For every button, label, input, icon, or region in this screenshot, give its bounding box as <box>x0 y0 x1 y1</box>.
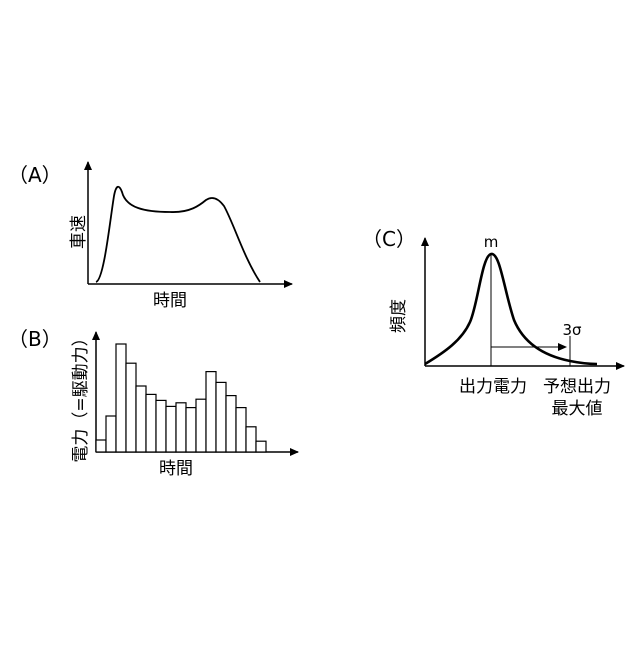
power-bar <box>165 405 177 453</box>
power-bar <box>245 426 257 453</box>
power-bar <box>235 407 247 453</box>
panel-a: （A） 車速 時間 <box>8 161 293 311</box>
panel-c: （C） 頻度 m 3σ 出力電力 予想出力 最大値 <box>362 227 625 419</box>
power-bar <box>195 398 207 453</box>
power-bar <box>125 362 137 453</box>
power-bar <box>175 402 187 453</box>
power-bar <box>135 385 147 453</box>
panel-b-xlabel: 時間 <box>159 459 193 479</box>
power-bar <box>185 407 197 453</box>
panel-b-label: （B） <box>8 327 62 351</box>
power-bar <box>95 439 107 453</box>
power-bar <box>255 440 267 453</box>
panel-c-label: （C） <box>362 227 416 251</box>
sigma-label: 3σ <box>562 321 582 339</box>
panel-a-ylabel: 車速 <box>69 215 89 249</box>
power-bar <box>205 371 217 453</box>
panel-b-ylabel: 電力（=駆動力） <box>71 329 91 462</box>
power-bar <box>145 393 157 453</box>
power-bar <box>105 415 117 453</box>
panel-a-xlabel: 時間 <box>153 291 187 311</box>
power-bar <box>215 381 227 453</box>
panel-c-ylabel: 頻度 <box>389 299 409 333</box>
peak-label: m <box>484 233 499 251</box>
frequency-curve <box>424 252 598 366</box>
max-label-line1: 予想出力 <box>543 377 611 397</box>
power-bar <box>225 395 237 453</box>
panel-b: （B） 電力（=駆動力） 時間 <box>8 327 299 479</box>
speed-curve <box>95 185 261 283</box>
power-bar <box>115 343 127 453</box>
panel-a-label: （A） <box>8 163 62 187</box>
max-label-line2: 最大値 <box>552 399 603 419</box>
panel-c-xlabel: 出力電力 <box>459 377 527 397</box>
power-bars <box>95 343 267 453</box>
power-bar <box>155 399 167 453</box>
